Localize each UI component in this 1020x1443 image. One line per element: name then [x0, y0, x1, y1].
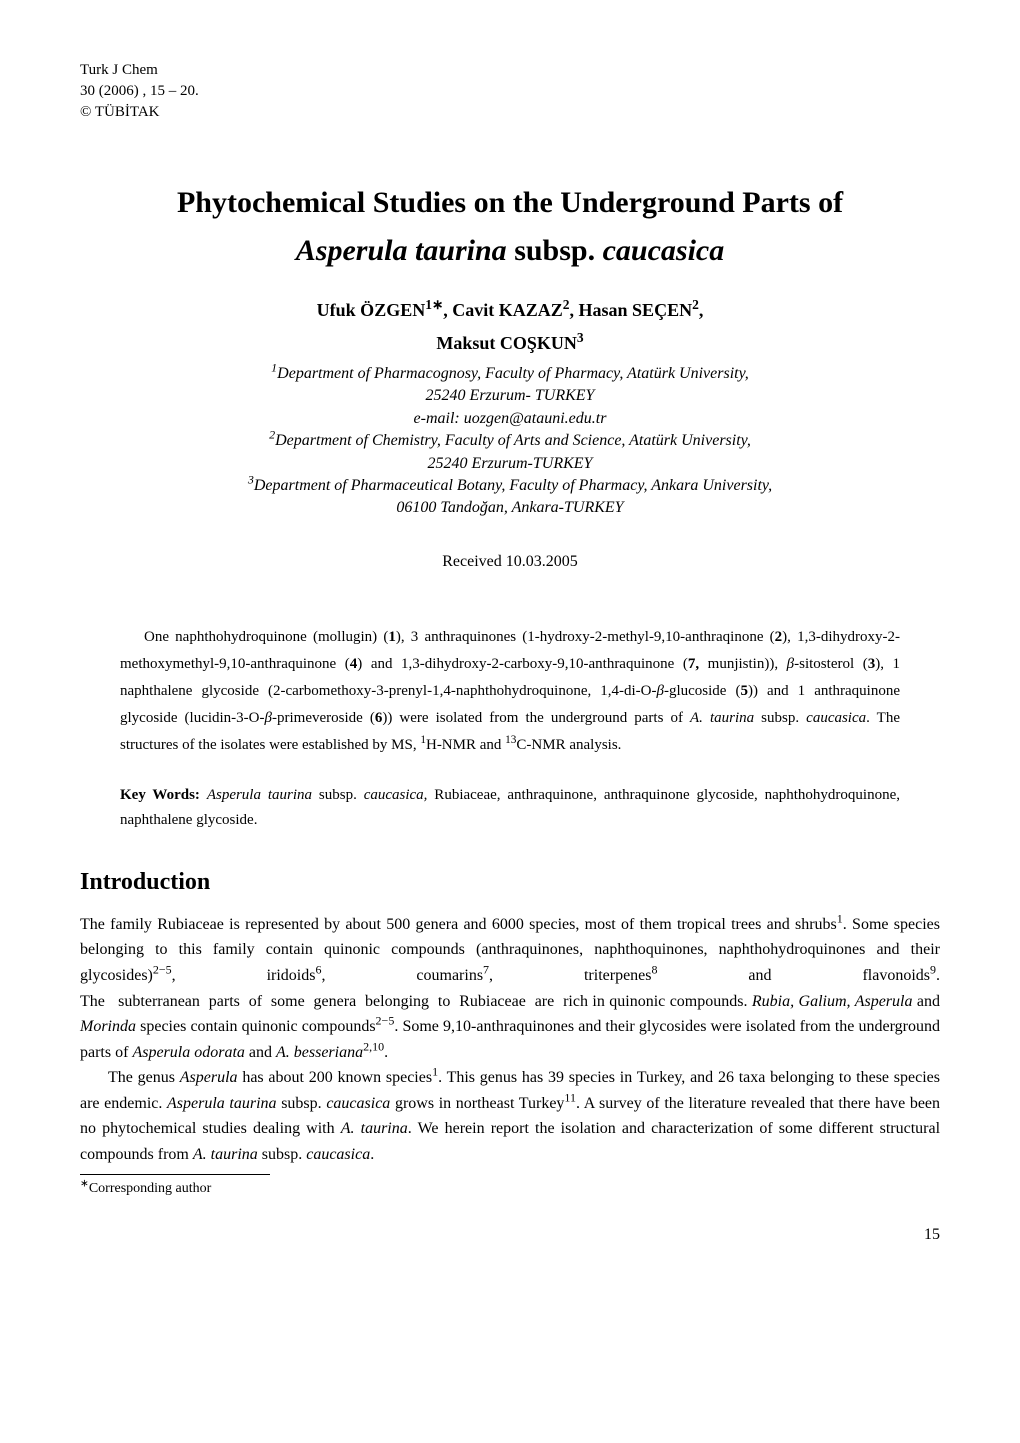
title-subsp: subsp.	[507, 234, 603, 267]
corresponding-author-footnote: ∗Corresponding author	[80, 1178, 940, 1199]
aff3-city: 06100 Tandoğan, Ankara-TURKEY	[396, 499, 623, 516]
footnote-rule	[80, 1174, 270, 1175]
author-sep2: , Hasan SEÇEN	[570, 300, 693, 320]
authors-line1: Ufuk ÖZGEN1∗, Cavit KAZAZ2, Hasan SEÇEN2…	[80, 297, 940, 324]
aff1-text: Department of Pharmacognosy, Faculty of …	[277, 365, 749, 382]
received-date: Received 10.03.2005	[80, 550, 940, 574]
journal-name: Turk J Chem	[80, 60, 940, 81]
intro-paragraph-1: The family Rubiaceae is represented by a…	[80, 912, 940, 1066]
author-1-sup: 1∗	[425, 297, 443, 312]
abstract-text: One naphthohydroquinone (mollugin) (1), …	[120, 624, 900, 759]
aff1-city: 25240 Erzurum- TURKEY	[426, 387, 595, 404]
author-1: Ufuk ÖZGEN	[317, 300, 426, 320]
intro-paragraph-2: The genus Asperula has about 200 known s…	[80, 1065, 940, 1167]
keywords-block: Key Words: Asperula taurina subsp. cauca…	[120, 783, 900, 834]
introduction-body: The family Rubiaceae is represented by a…	[80, 912, 940, 1168]
paper-title-line1: Phytochemical Studies on the Underground…	[80, 183, 940, 222]
author-sep1: , Cavit KAZAZ	[443, 300, 563, 320]
author-4: Maksut COŞKUN	[436, 333, 577, 353]
paper-title-line2: Asperula taurina subsp. caucasica	[80, 228, 940, 273]
affiliations: 1Department of Pharmacognosy, Faculty of…	[80, 363, 940, 520]
aff-email: e-mail: uozgen@atauni.edu.tr	[414, 410, 607, 427]
footnote-text: Corresponding author	[89, 1181, 211, 1196]
journal-header: Turk J Chem 30 (2006) , 15 – 20. © TÜBİT…	[80, 60, 940, 123]
author-4-sup: 3	[577, 330, 584, 345]
page-number: 15	[80, 1223, 940, 1247]
aff3-text: Department of Pharmaceutical Botany, Fac…	[254, 477, 772, 494]
author-comma: ,	[699, 300, 704, 320]
keywords-label: Key Words:	[120, 787, 200, 803]
journal-volume: 30 (2006) , 15 – 20.	[80, 81, 940, 102]
abstract-block: One naphthohydroquinone (mollugin) (1), …	[120, 624, 900, 759]
author-2-sup: 2	[563, 297, 570, 312]
authors-line2: Maksut COŞKUN3	[80, 330, 940, 357]
title-subspecies: caucasica	[603, 234, 725, 267]
author-3-sup: 2	[692, 297, 699, 312]
journal-copyright: © TÜBİTAK	[80, 102, 940, 123]
title-species: Asperula taurina	[296, 234, 507, 267]
section-introduction-heading: Introduction	[80, 864, 940, 900]
aff2-text: Department of Chemistry, Faculty of Arts…	[275, 432, 751, 449]
aff2-city: 25240 Erzurum-TURKEY	[428, 455, 593, 472]
keywords-text: Asperula taurina subsp. caucasica, Rubia…	[120, 787, 900, 829]
